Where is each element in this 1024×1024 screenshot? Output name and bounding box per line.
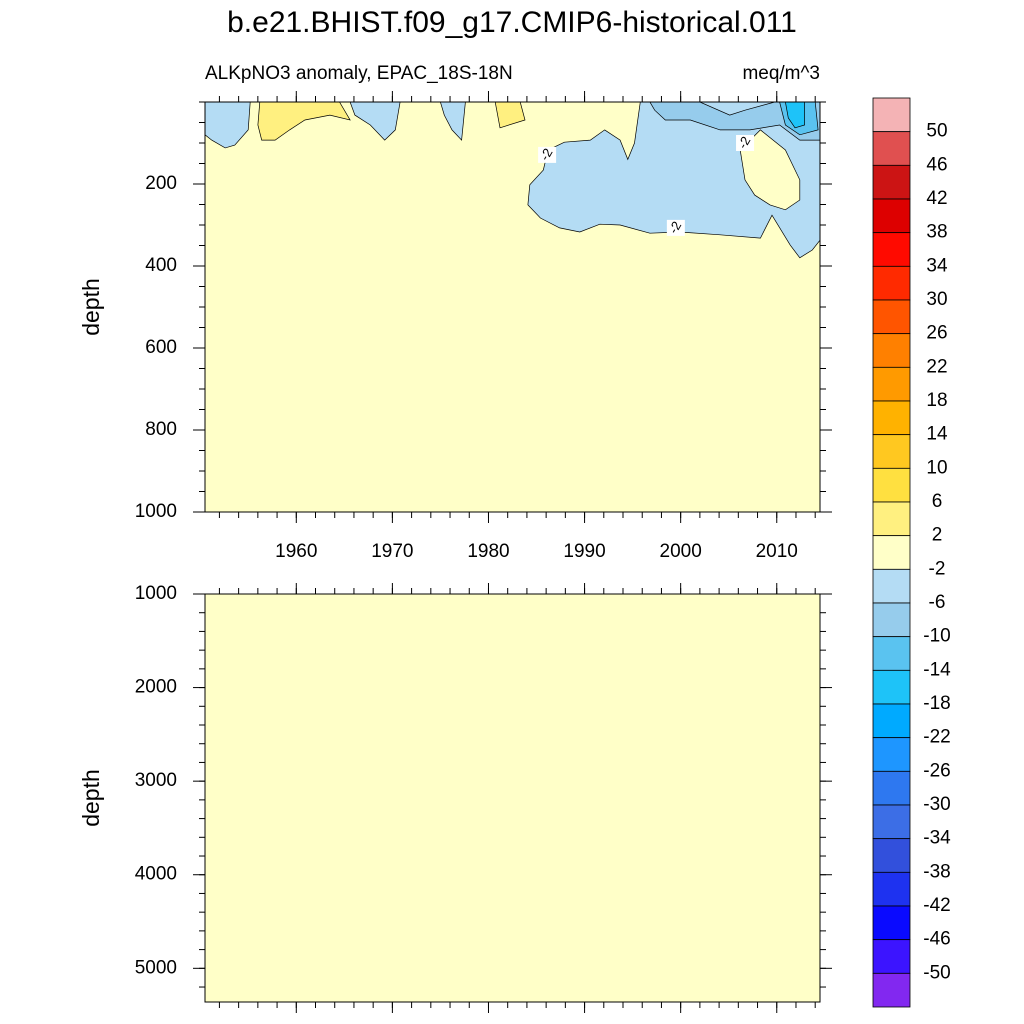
- colorbar-box: [872, 232, 911, 267]
- colorbar-label: 6: [932, 491, 943, 512]
- colorbar-label: -38: [923, 861, 950, 882]
- contour-region: [785, 102, 805, 129]
- y-tick-label: 1000: [135, 501, 177, 522]
- y-tick-label: 800: [145, 419, 177, 440]
- colorbar-box: [872, 871, 911, 907]
- colorbar-box: [872, 737, 911, 772]
- colorbar-label: 50: [926, 121, 947, 142]
- colorbar-box: [872, 434, 911, 469]
- colorbar-label: 34: [926, 255, 948, 276]
- subtitle-right: meq/m^3: [742, 63, 820, 84]
- background-fill: [205, 594, 820, 1002]
- colorbar-box: [872, 400, 911, 436]
- x-tick-label: 1970: [371, 541, 413, 562]
- x-tick-label: 2010: [756, 541, 798, 562]
- colorbar-box: [872, 501, 911, 537]
- colorbar-box: [872, 467, 911, 503]
- y-tick-label: 1000: [135, 583, 177, 604]
- colorbar-label: -50: [923, 962, 950, 983]
- y-tick-label: 2000: [135, 677, 177, 698]
- contour-region: [349, 102, 401, 141]
- colorbar-box: [872, 198, 911, 234]
- colorbar-label: -42: [923, 895, 950, 916]
- colorbar-label: -2: [929, 558, 946, 579]
- colorbar-label: 46: [926, 154, 947, 175]
- y-tick-label: 5000: [135, 957, 177, 978]
- title: b.e21.BHIST.f09_g17.CMIP6-historical.011: [227, 6, 797, 39]
- colorbar-box: [872, 164, 911, 200]
- contour-region: [494, 102, 526, 129]
- colorbar-box: [872, 568, 911, 604]
- y-tick-label: 3000: [135, 770, 177, 791]
- colorbar-label: -46: [923, 929, 950, 950]
- y-tick-label: 200: [145, 173, 177, 194]
- colorbar-box: [872, 366, 911, 402]
- y-tick-label: 400: [145, 255, 177, 276]
- colorbar-box: [872, 333, 911, 368]
- colorbar-label: -10: [923, 626, 950, 647]
- x-tick-label: 1990: [563, 541, 605, 562]
- colorbar-box: [872, 804, 911, 840]
- colorbar-label: 26: [926, 323, 947, 344]
- colorbar-box: [872, 131, 911, 166]
- y-axis-label: depth: [78, 769, 104, 827]
- colorbar-label: -30: [923, 794, 950, 815]
- colorbar-box: [872, 770, 911, 806]
- colorbar-box: [872, 972, 911, 1008]
- colorbar-label: -22: [923, 727, 950, 748]
- colorbar-label: 42: [926, 188, 947, 209]
- colorbar-box: [872, 602, 911, 638]
- plot-area: -2-2-2: [205, 102, 820, 512]
- colorbar-box: [872, 299, 911, 335]
- contour-label-box: [736, 135, 755, 151]
- contour-label-box: [666, 219, 685, 236]
- colorbar-box: [872, 535, 911, 570]
- x-tick-label: 1960: [275, 541, 317, 562]
- colorbar-label: -34: [923, 828, 951, 849]
- colorbar-box: [872, 939, 911, 974]
- contour-region: [739, 129, 801, 211]
- colorbar-label: 30: [926, 289, 947, 310]
- contour-label-box: [538, 146, 557, 163]
- colorbar-label: -14: [923, 659, 951, 680]
- contour-region: [205, 102, 251, 149]
- y-tick-label: 4000: [135, 864, 177, 885]
- subtitle-left: ALKpNO3 anomaly, EPAC_18S-18N: [205, 63, 513, 84]
- colorbar-box: [872, 265, 911, 301]
- plot-frame: [204, 593, 821, 1003]
- colorbar-label: 14: [926, 424, 948, 445]
- x-tick-label: 1980: [467, 541, 509, 562]
- contour-region: [257, 102, 351, 141]
- colorbar-label: -6: [929, 592, 946, 613]
- colorbar-box: [872, 636, 911, 671]
- colorbar-label: 10: [926, 457, 947, 478]
- x-tick-label: 2000: [660, 541, 702, 562]
- y-axis-label: depth: [78, 278, 104, 336]
- colorbar-box: [872, 703, 911, 739]
- colorbar-label: 18: [926, 390, 947, 411]
- colorbar-label: 38: [926, 222, 947, 243]
- plot-area: [205, 594, 820, 1002]
- contour-region: [649, 102, 820, 141]
- colorbar-label: 2: [932, 525, 943, 546]
- colorbar-label: 22: [926, 356, 947, 377]
- colorbar-label: -18: [923, 693, 950, 714]
- colorbar-label: -26: [923, 760, 950, 781]
- colorbar-box: [872, 905, 911, 941]
- contour-region: [440, 102, 466, 141]
- colorbar-box: [872, 97, 911, 133]
- colorbar-box: [872, 838, 911, 873]
- colorbar-box: [872, 669, 911, 705]
- y-tick-label: 600: [145, 337, 177, 358]
